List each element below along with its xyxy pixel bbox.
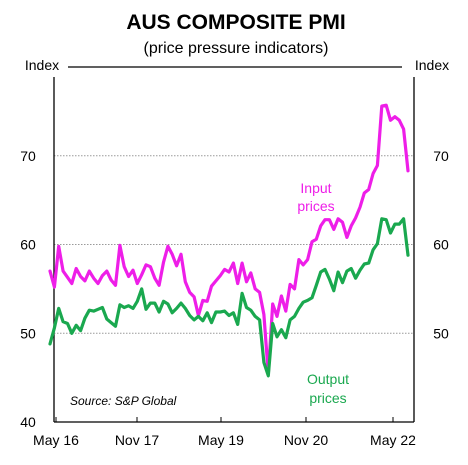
y-tick-right-50: 50 xyxy=(433,325,449,341)
output-prices-label-line1: Output xyxy=(307,371,349,387)
y-axis-label-right: Index xyxy=(415,57,449,73)
x-tick-label-3: Nov 20 xyxy=(284,432,329,448)
gridlines xyxy=(54,155,414,334)
input-prices-line xyxy=(48,103,410,376)
y-tick-left-40: 40 xyxy=(20,414,36,430)
x-tick-label-2: May 19 xyxy=(198,432,244,448)
output-prices-line xyxy=(48,217,410,378)
y-tick-right-60: 60 xyxy=(433,237,449,253)
chart-title: AUS COMPOSITE PMI xyxy=(126,11,345,34)
y-axis-label-left: Index xyxy=(25,57,59,73)
y-tick-left-60: 60 xyxy=(20,237,36,253)
series-lines xyxy=(48,103,410,378)
y-tick-right-70: 70 xyxy=(433,148,449,164)
source-note: Source: S&P Global xyxy=(70,394,177,408)
input-prices-label-line1: Input xyxy=(300,180,331,196)
plot-frame xyxy=(53,66,415,423)
y-tick-left-50: 50 xyxy=(20,325,36,341)
chart-subtitle: (price pressure indicators) xyxy=(144,40,329,57)
output-prices-label-line2: prices xyxy=(309,390,346,406)
x-tick-label-4: May 22 xyxy=(370,432,416,448)
x-tick-label-1: Nov 17 xyxy=(115,432,160,448)
y-tick-labels: 40 50 50 60 60 70 70 xyxy=(20,148,449,430)
input-prices-label-line2: prices xyxy=(297,198,334,214)
x-tick-labels: May 16 Nov 17 May 19 Nov 20 May 22 xyxy=(33,417,416,448)
y-tick-left-70: 70 xyxy=(20,148,36,164)
x-tick-label-0: May 16 xyxy=(33,432,79,448)
